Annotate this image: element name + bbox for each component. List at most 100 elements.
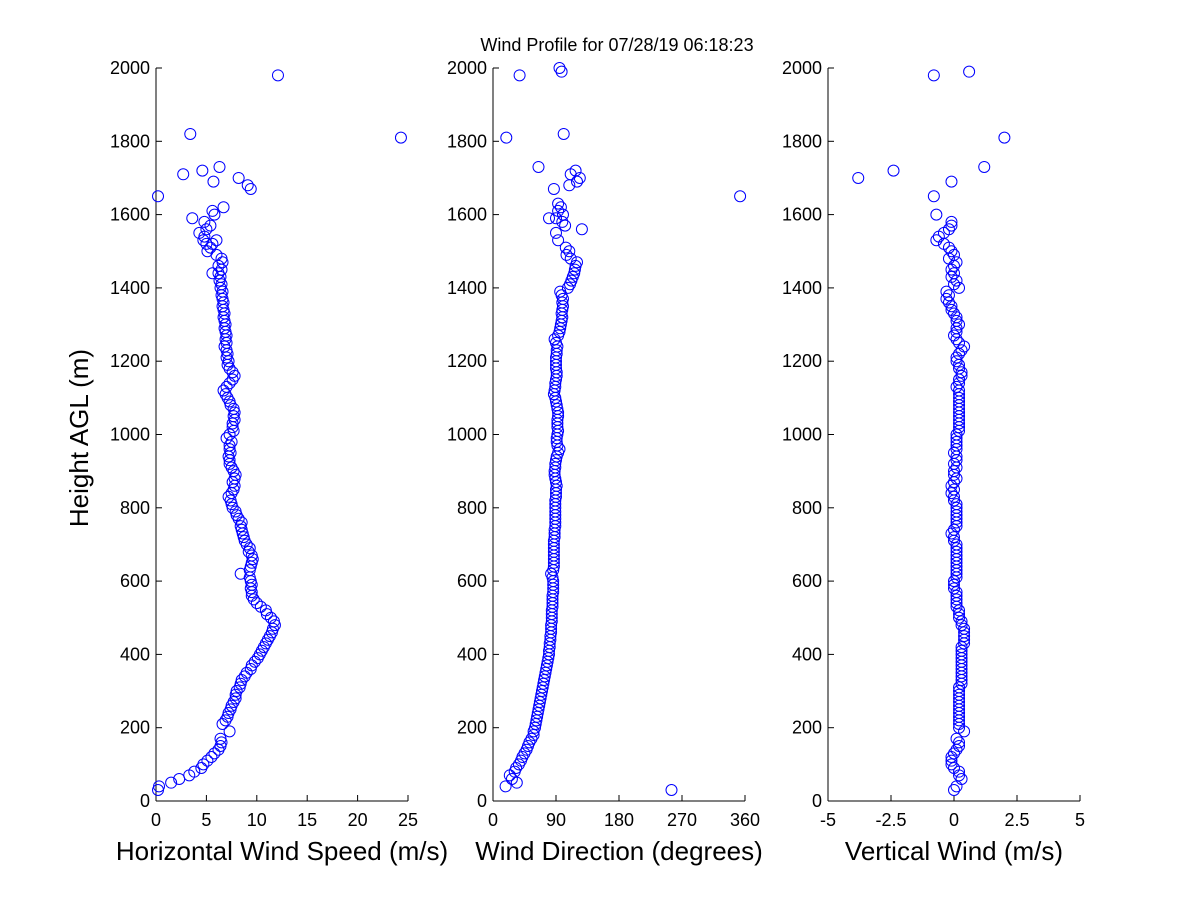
data-point: [216, 718, 229, 731]
data-point: [948, 747, 960, 760]
data-point: [550, 399, 563, 412]
data-point: [948, 523, 960, 536]
data-point: [950, 355, 963, 368]
data-point: [207, 175, 220, 188]
x-tick-label: -2.5: [875, 810, 906, 830]
data-point: [945, 175, 958, 188]
data-point: [152, 190, 165, 203]
data-point: [220, 380, 233, 393]
x-tick-label: 10: [247, 810, 267, 830]
data-point: [887, 164, 900, 177]
data-point: [948, 578, 960, 591]
data-point: [243, 542, 256, 555]
data-point: [978, 160, 991, 173]
y-tick-label: 2000: [447, 58, 487, 78]
data-point: [998, 131, 1011, 144]
x-tick-label: 0: [949, 810, 959, 830]
y-axis-title: Height AGL (m): [64, 349, 94, 527]
y-tick-label: 800: [792, 498, 822, 518]
y-tick-label: 400: [792, 644, 822, 664]
data-point: [953, 740, 966, 753]
panel-vertical: 0 200 400 600 800 1000 1200 1400 1600 1800 2000 -5 -…: [782, 58, 1085, 866]
data-point: [223, 725, 236, 738]
data-point: [950, 505, 963, 518]
data-point: [950, 435, 963, 448]
data-point: [556, 215, 569, 228]
data-point: [953, 736, 966, 749]
data-point: [734, 190, 747, 203]
data-point: [953, 685, 966, 698]
data-point: [550, 226, 562, 239]
data-point: [557, 208, 569, 221]
data-point: [953, 688, 966, 701]
data-point: [221, 347, 234, 360]
data-point: [553, 443, 566, 456]
x-tick-label: 20: [348, 810, 368, 830]
y-tick-label: 600: [120, 571, 150, 591]
data-point: [948, 490, 960, 503]
data-point: [518, 747, 531, 760]
y-tick-label: 0: [477, 791, 487, 811]
data-point: [575, 223, 588, 236]
data-point: [948, 784, 960, 797]
y-tick-label: 600: [792, 571, 822, 591]
y-tick-label: 1200: [110, 351, 150, 371]
data-point: [245, 659, 258, 672]
y-tick-label: 1800: [110, 131, 150, 151]
data-point: [513, 69, 526, 82]
data-point: [950, 732, 963, 745]
data-point: [555, 65, 568, 78]
data-point: [945, 758, 958, 771]
y-tick-label: 0: [812, 791, 822, 811]
data-point: [523, 736, 536, 749]
data-point: [942, 296, 955, 309]
data-point: [271, 69, 284, 82]
data-point: [948, 582, 960, 595]
y-tick-label: 1400: [110, 278, 150, 298]
data-point: [229, 505, 242, 518]
data-point: [222, 490, 235, 503]
data-point: [950, 380, 963, 393]
data-point: [244, 182, 257, 195]
data-point: [218, 307, 231, 320]
data-point: [197, 758, 210, 771]
y-tick-label: 1000: [447, 425, 487, 445]
x-axis-title: Wind Direction (degrees): [475, 836, 763, 866]
data-point: [950, 256, 963, 269]
data-point: [550, 212, 562, 225]
data-point: [552, 204, 565, 217]
x-axis-title: Horizontal Wind Speed (m/s): [116, 836, 448, 866]
data-point: [545, 567, 558, 580]
data-point: [217, 384, 230, 397]
data-point: [953, 377, 966, 390]
data-point: [930, 208, 943, 221]
data-point: [948, 259, 960, 272]
data-point: [241, 179, 254, 192]
data-point: [243, 564, 256, 577]
data-point: [201, 754, 214, 767]
data-point: [234, 520, 247, 533]
data-point: [232, 171, 245, 184]
data-point: [177, 168, 190, 181]
x-tick-label: 5: [1075, 810, 1085, 830]
x-tick-label: 180: [604, 810, 634, 830]
data-point: [564, 252, 577, 265]
data-point: [235, 516, 248, 529]
data-point: [547, 182, 560, 195]
data-point: [229, 692, 242, 705]
data-point: [948, 457, 960, 470]
data-point: [235, 674, 248, 687]
data-point: [940, 285, 953, 298]
data-point: [958, 630, 971, 643]
data-point: [212, 267, 225, 280]
data-point: [955, 369, 968, 382]
data-point: [852, 171, 865, 184]
data-point: [955, 648, 968, 661]
data-point: [510, 762, 523, 775]
data-point: [543, 212, 555, 225]
data-point: [217, 296, 230, 309]
data-point: [950, 428, 963, 441]
data-point: [950, 501, 963, 514]
data-point: [210, 234, 223, 247]
data-point: [165, 776, 178, 789]
